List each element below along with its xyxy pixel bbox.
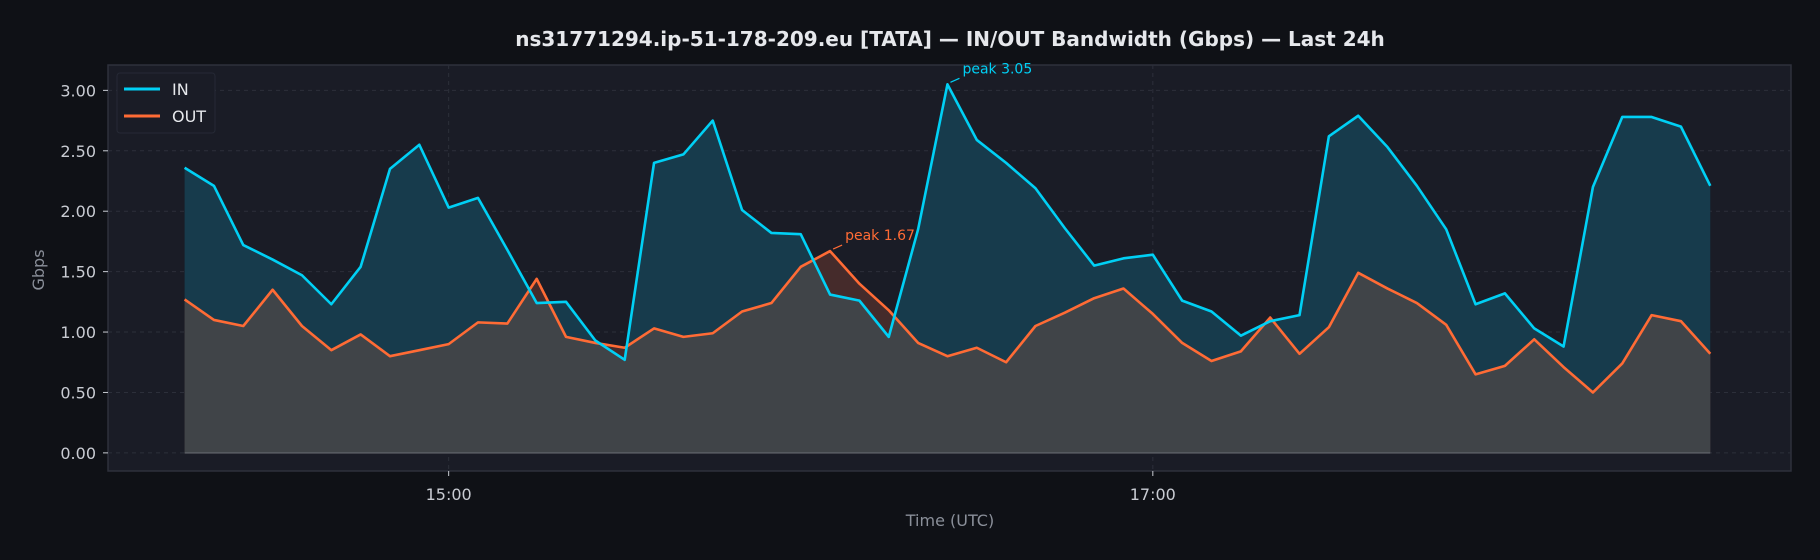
peak-annotation-label: peak 3.05 [962,61,1032,77]
peak-annotations: peak 3.05 peak 1.67 [832,61,1032,250]
legend-in-label: IN [172,80,189,99]
y-axis-ticks: 0.00 0.50 1.00 1.50 2.00 2.50 3.00 [60,81,108,463]
y-tick-label: 1.50 [60,263,96,282]
y-tick-label: 2.00 [60,202,96,221]
y-tick-label: 3.00 [60,81,96,100]
y-tick-label: 0.00 [60,444,96,463]
x-tick-label: 15:00 [426,485,472,504]
chart-title: ns31771294.ip-51-178-209.eu [TATA] — IN/… [515,27,1385,51]
series-lines [183,83,1712,394]
annotation-leader [950,77,960,83]
y-tick-label: 0.50 [60,383,96,402]
legend: IN OUT [116,72,216,134]
in-series-line [183,83,1712,362]
x-axis-label: Time (UTC) [905,511,994,530]
x-axis-ticks: 15:00 17:00 [426,471,1176,504]
annotation-leader [832,244,843,250]
out-series-line [183,249,1712,394]
peak-annotation-label: peak 1.67 [845,228,915,244]
y-tick-label: 2.50 [60,142,96,161]
legend-out-label: OUT [172,107,206,126]
x-tick-label: 17:00 [1130,485,1176,504]
y-tick-label: 1.00 [60,323,96,342]
y-axis-label: Gbps [29,249,48,290]
